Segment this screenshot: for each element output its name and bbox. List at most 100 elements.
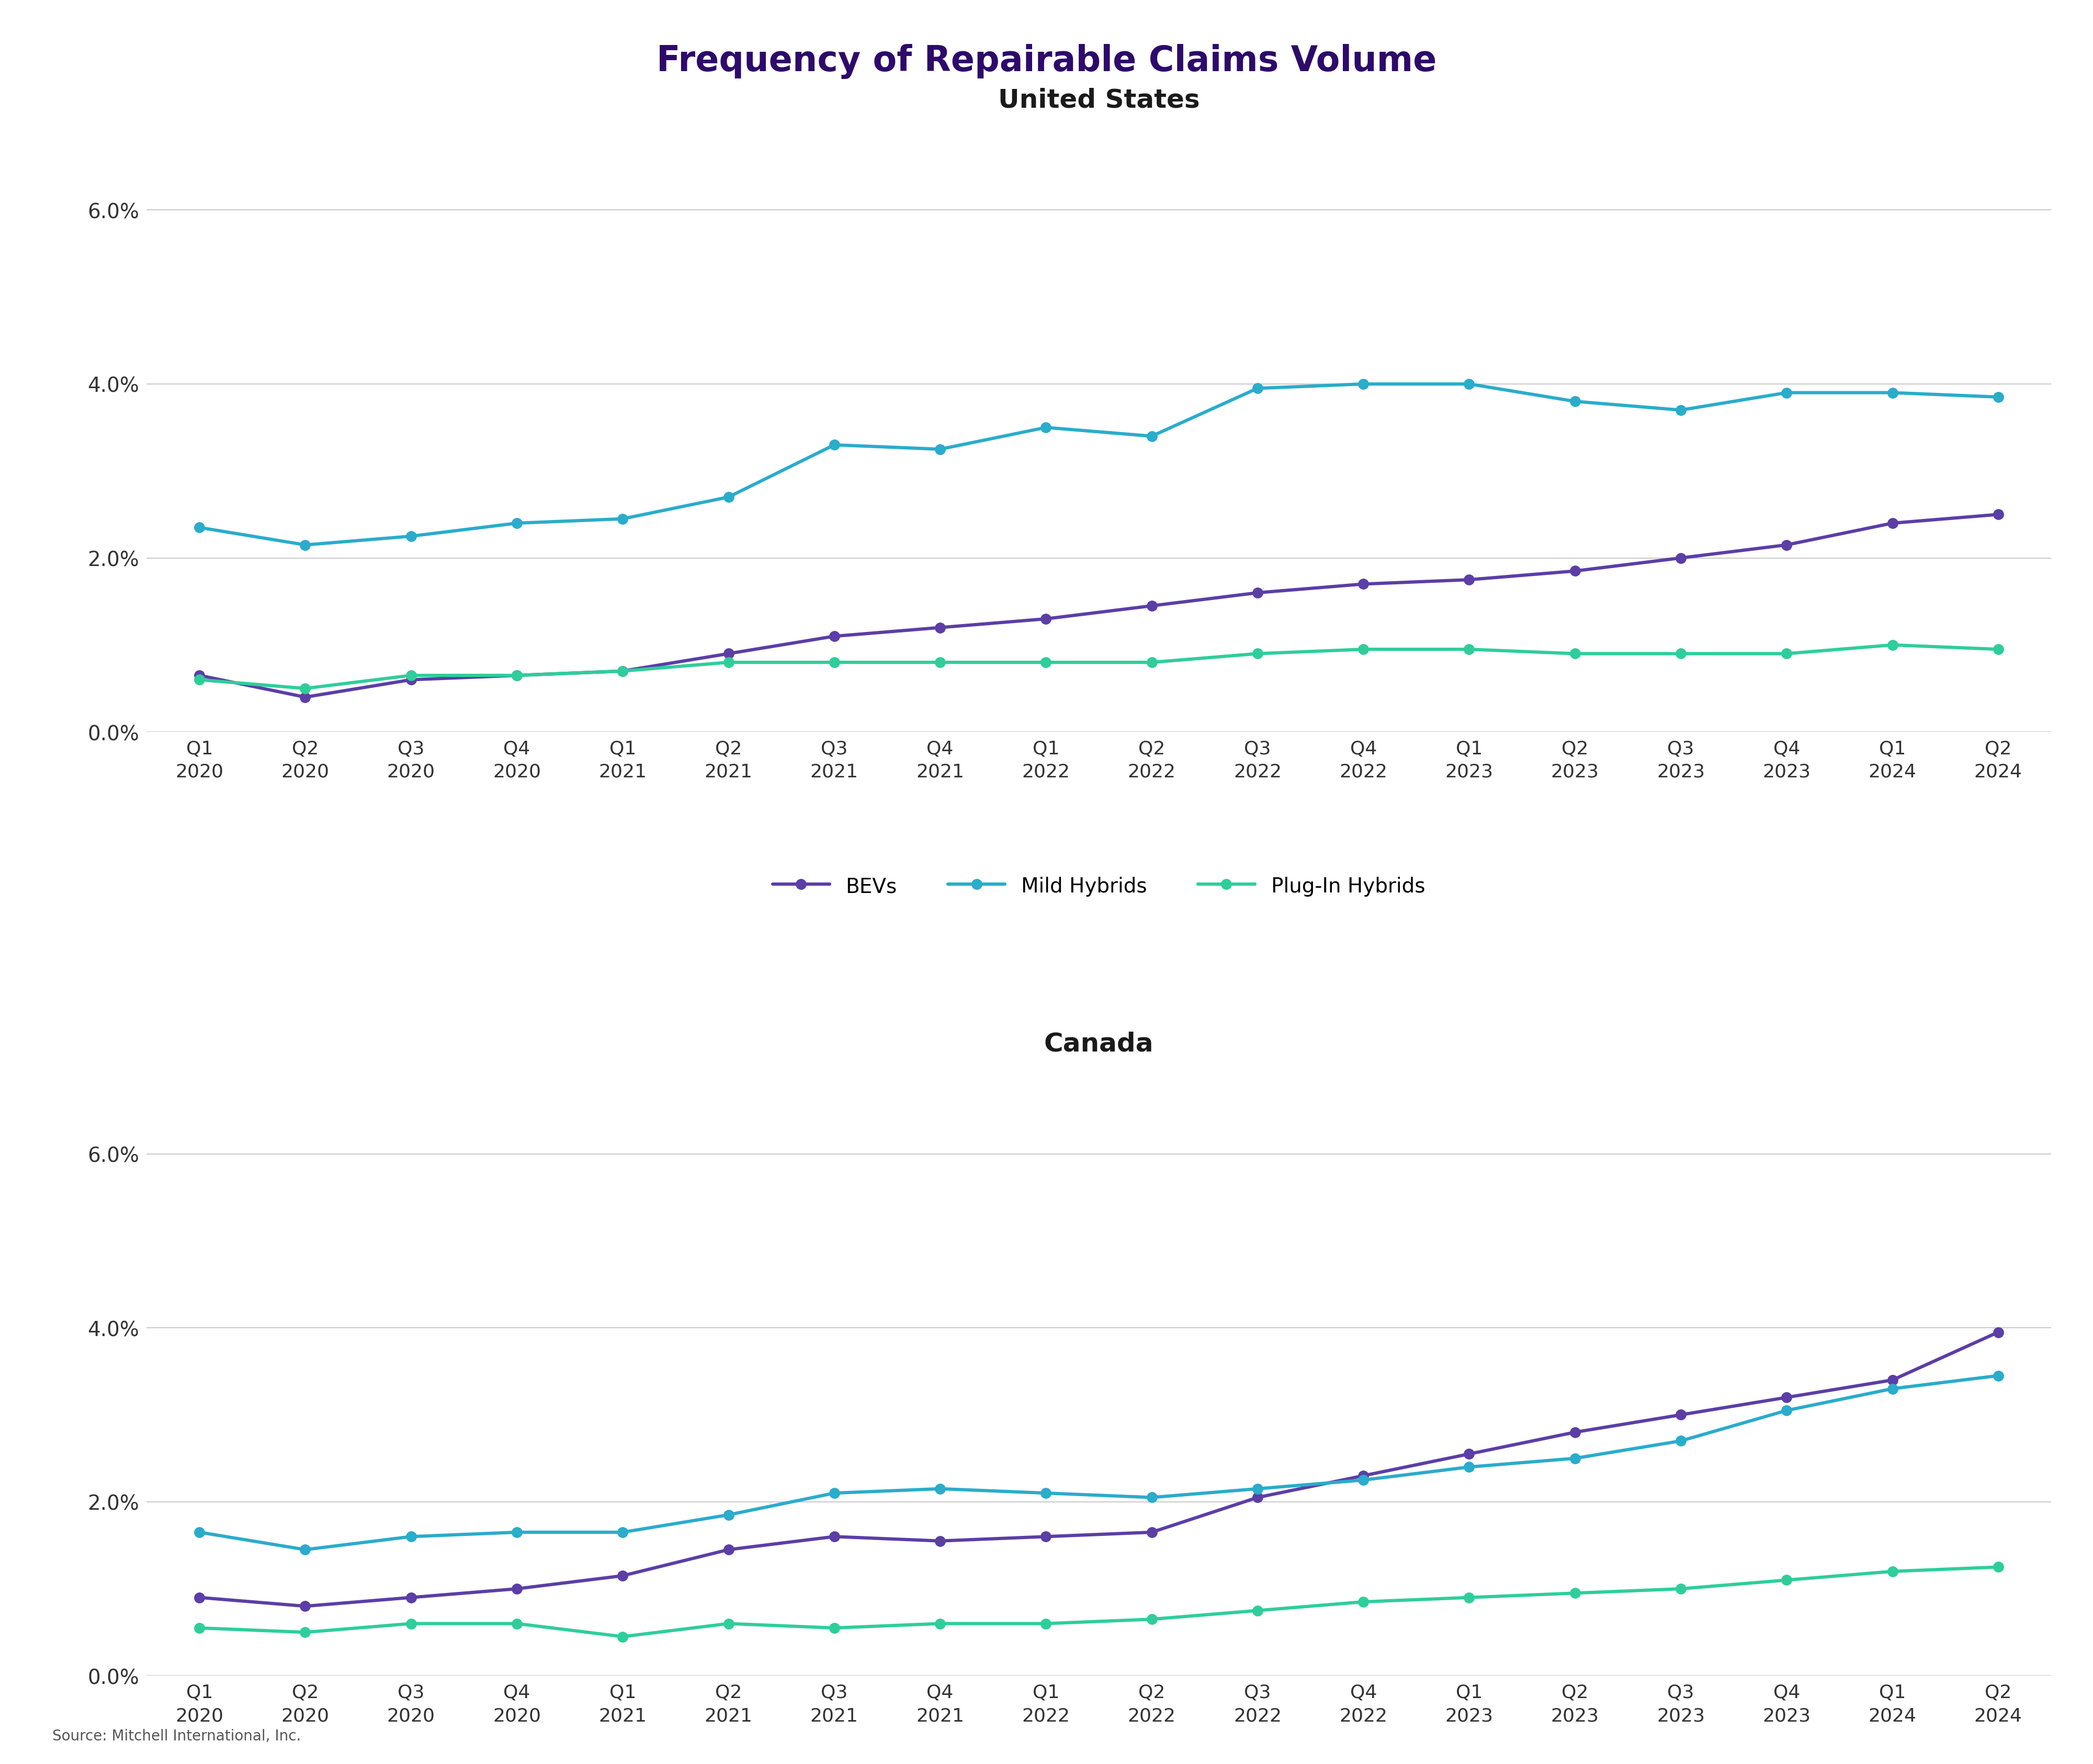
Plug-In Hybrids: [1034, 1612, 1059, 1633]
Title: United States: United States: [998, 88, 1199, 113]
Plug-In Hybrids: [398, 1612, 423, 1633]
BEVs: [1245, 1487, 1270, 1508]
BEVs: [1139, 1522, 1164, 1544]
Plug-In Hybrids: [1668, 644, 1693, 665]
Mild Hybrids: [293, 534, 318, 556]
BEVs: [398, 1588, 423, 1609]
BEVs: [293, 686, 318, 707]
BEVs: [1986, 1321, 2011, 1342]
Line: Mild Hybrids: Mild Hybrids: [195, 379, 2003, 550]
BEVs: [1668, 1404, 1693, 1425]
Mild Hybrids: [1986, 1365, 2011, 1387]
Mild Hybrids: [1775, 383, 1800, 404]
Mild Hybrids: [186, 1522, 211, 1544]
Line: BEVs: BEVs: [195, 510, 2003, 702]
BEVs: [186, 1588, 211, 1609]
BEVs: [611, 662, 636, 683]
BEVs: [1034, 1526, 1059, 1547]
Plug-In Hybrids: [398, 665, 423, 686]
Mild Hybrids: [716, 487, 741, 508]
BEVs: [1986, 505, 2011, 526]
Plug-In Hybrids: [1775, 644, 1800, 665]
BEVs: [1668, 547, 1693, 568]
Mild Hybrids: [1880, 383, 1905, 404]
Mild Hybrids: [1880, 1378, 1905, 1399]
Plug-In Hybrids: [504, 1612, 530, 1633]
BEVs: [398, 670, 423, 691]
Plug-In Hybrids: [823, 653, 848, 674]
Plug-In Hybrids: [1880, 635, 1905, 656]
Mild Hybrids: [1561, 392, 1586, 413]
Mild Hybrids: [398, 1526, 423, 1547]
Mild Hybrids: [1034, 1482, 1059, 1503]
Plug-In Hybrids: [1457, 1588, 1482, 1609]
Mild Hybrids: [1457, 1457, 1482, 1478]
Mild Hybrids: [716, 1505, 741, 1526]
Mild Hybrids: [1034, 418, 1059, 439]
Line: BEVs: BEVs: [195, 1327, 2003, 1611]
Mild Hybrids: [1668, 1431, 1693, 1452]
BEVs: [1034, 609, 1059, 630]
BEVs: [1880, 1369, 1905, 1390]
Plug-In Hybrids: [1668, 1579, 1693, 1600]
Legend: BEVs, Mild Hybrids, Plug-In Hybrids: BEVs, Mild Hybrids, Plug-In Hybrids: [764, 868, 1434, 905]
Mild Hybrids: [1245, 377, 1270, 399]
Plug-In Hybrids: [611, 662, 636, 683]
Plug-In Hybrids: [1986, 1556, 2011, 1577]
Mild Hybrids: [504, 1522, 530, 1544]
Mild Hybrids: [611, 1522, 636, 1544]
Line: Plug-In Hybrids: Plug-In Hybrids: [195, 1561, 2003, 1642]
BEVs: [1775, 1387, 1800, 1408]
Text: Frequency of Repairable Claims Volume: Frequency of Repairable Claims Volume: [657, 44, 1436, 79]
Plug-In Hybrids: [186, 1618, 211, 1639]
BEVs: [1561, 1422, 1586, 1443]
BEVs: [186, 665, 211, 686]
BEVs: [504, 1579, 530, 1600]
Plug-In Hybrids: [1350, 639, 1375, 660]
Mild Hybrids: [1139, 1487, 1164, 1508]
Plug-In Hybrids: [1880, 1561, 1905, 1582]
Plug-In Hybrids: [293, 677, 318, 699]
Mild Hybrids: [1561, 1448, 1586, 1469]
Plug-In Hybrids: [1986, 639, 2011, 660]
Mild Hybrids: [1350, 374, 1375, 395]
Mild Hybrids: [1139, 425, 1164, 446]
Mild Hybrids: [823, 1482, 848, 1503]
BEVs: [927, 1531, 952, 1552]
Plug-In Hybrids: [1775, 1570, 1800, 1591]
BEVs: [1561, 561, 1586, 582]
Plug-In Hybrids: [1245, 644, 1270, 665]
BEVs: [716, 644, 741, 665]
BEVs: [1457, 570, 1482, 591]
Plug-In Hybrids: [293, 1621, 318, 1642]
Line: Plug-In Hybrids: Plug-In Hybrids: [195, 640, 2003, 693]
Mild Hybrids: [293, 1540, 318, 1561]
Plug-In Hybrids: [504, 665, 530, 686]
Mild Hybrids: [1245, 1478, 1270, 1499]
Plug-In Hybrids: [611, 1626, 636, 1648]
Mild Hybrids: [927, 1478, 952, 1499]
Mild Hybrids: [823, 434, 848, 455]
Plug-In Hybrids: [1457, 639, 1482, 660]
Plug-In Hybrids: [927, 653, 952, 674]
Mild Hybrids: [1457, 374, 1482, 395]
BEVs: [611, 1565, 636, 1586]
Plug-In Hybrids: [1139, 1609, 1164, 1630]
Mild Hybrids: [1350, 1469, 1375, 1491]
BEVs: [293, 1596, 318, 1618]
BEVs: [823, 1526, 848, 1547]
Plug-In Hybrids: [1561, 1582, 1586, 1603]
Plug-In Hybrids: [1034, 653, 1059, 674]
Line: Mild Hybrids: Mild Hybrids: [195, 1371, 2003, 1554]
BEVs: [1245, 582, 1270, 603]
Plug-In Hybrids: [186, 670, 211, 691]
BEVs: [927, 617, 952, 639]
Plug-In Hybrids: [716, 1612, 741, 1633]
Mild Hybrids: [927, 439, 952, 460]
BEVs: [1350, 1466, 1375, 1487]
Mild Hybrids: [186, 517, 211, 538]
BEVs: [504, 665, 530, 686]
Plug-In Hybrids: [927, 1612, 952, 1633]
Plug-In Hybrids: [823, 1618, 848, 1639]
Title: Canada: Canada: [1044, 1032, 1153, 1057]
